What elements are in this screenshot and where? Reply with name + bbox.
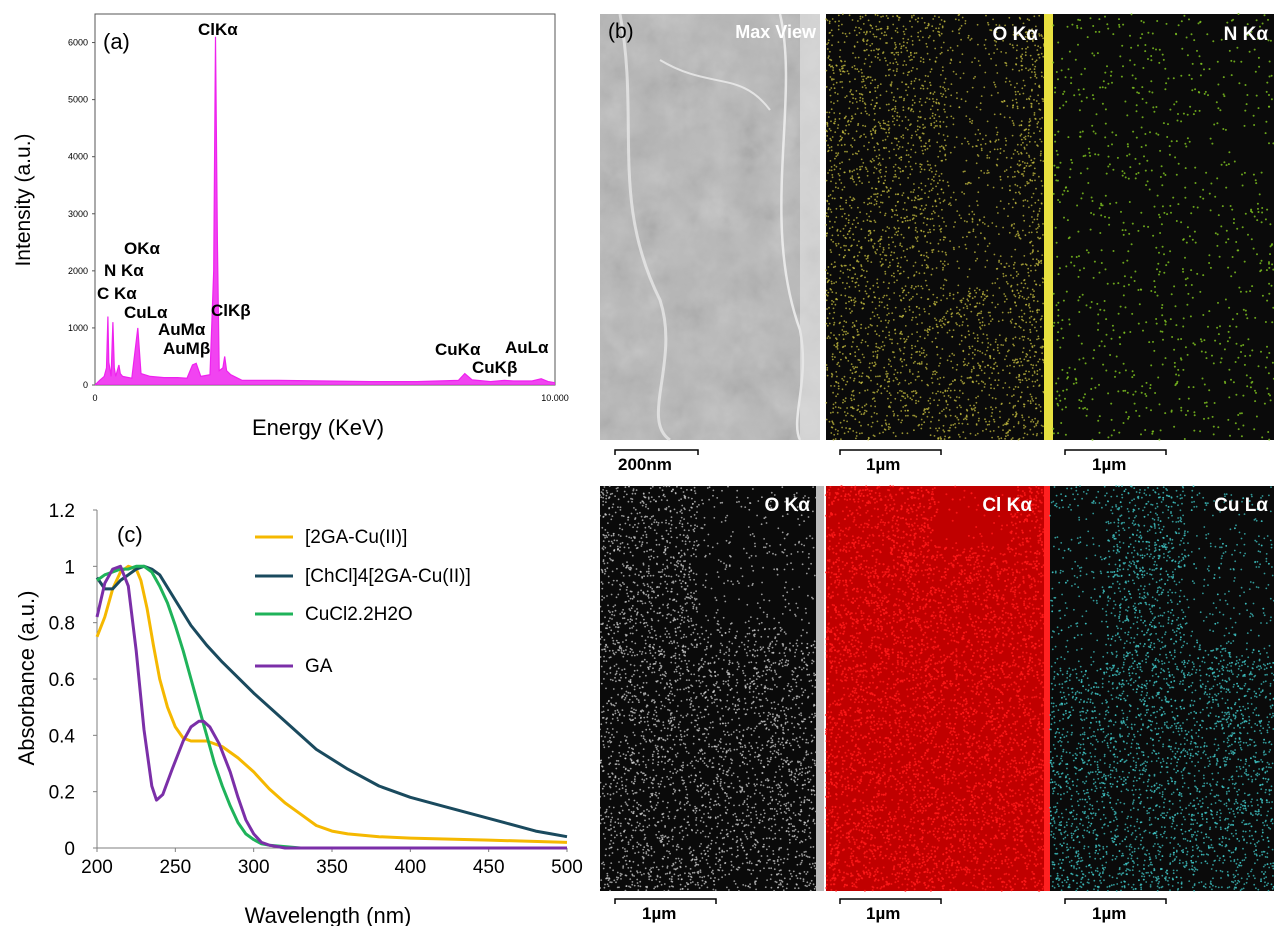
y-tick-label: 6000 — [68, 38, 88, 48]
scale-bar-label: 1µm — [642, 904, 676, 923]
y-tick-label: 0.2 — [49, 783, 75, 804]
legend: [2GA-Cu(II)] [ChCl]4[2GA-Cu(II)] CuCl2.2H2… — [255, 527, 471, 677]
y-tick-label: 3000 — [68, 209, 88, 219]
scale-bar: 1µm — [615, 899, 716, 923]
y-tick-label: 4000 — [68, 152, 88, 162]
x-axis-label: Wavelength (nm) — [245, 903, 412, 926]
legend-label: GA — [305, 656, 333, 677]
y-tick-label: 0.6 — [49, 670, 75, 691]
y-axis-label: Absorbance (a.u.) — [14, 591, 39, 766]
peak-label: ClKβ — [211, 301, 251, 320]
peak-label: OKα — [124, 239, 161, 258]
edx-maps: (b) Max View O Kα N Kα 200nm 1µm 1µm O K… — [600, 0, 1274, 926]
x-axis-label: Energy (KeV) — [252, 415, 384, 440]
scale-bar: 1µm — [840, 899, 941, 923]
y-tick-label: 2000 — [68, 266, 88, 276]
scale-bar-label: 1µm — [1092, 455, 1126, 474]
panel-label: (a) — [103, 29, 130, 54]
scale-bar: 200nm — [615, 450, 698, 474]
peak-label: ClKα — [198, 20, 238, 39]
x-tick-label: 450 — [473, 857, 505, 878]
x-tick-label: 0 — [92, 393, 97, 403]
y-tick-label: 0 — [83, 380, 88, 390]
map-title: Max View — [735, 22, 817, 42]
panel-label: (b) — [608, 20, 634, 43]
legend-label: CuCl2.2H2O — [305, 604, 413, 625]
map-max-view: (b) Max View — [600, 14, 820, 440]
edx-spectrum-chart: (a) Intensity (a.u.) Energy (KeV) 0 1000 2… — [0, 0, 600, 450]
map-n-ka: N Kα — [1052, 13, 1274, 441]
peak-label: CuKα — [435, 340, 481, 359]
absorbance-chart: 0 0.2 0.4 0.6 0.8 1 1.2 200 250 300 350 400 450 500 (… — [0, 450, 600, 926]
scale-bar: 1µm — [1065, 899, 1166, 923]
peak-label: C Kα — [97, 284, 137, 303]
map-o-ka-bottom: O Kα — [600, 485, 824, 892]
x-tick-label: 200 — [81, 857, 113, 878]
x-tick-label: 300 — [238, 857, 270, 878]
map-cu-la: Cu Lα — [1049, 485, 1274, 892]
map-o-ka-top: O Kα — [825, 13, 1053, 440]
y-tick-labels: 0 1000 2000 3000 4000 5000 6000 — [68, 38, 95, 390]
map-title: Cl Kα — [982, 495, 1032, 516]
y-tick-label: 1000 — [68, 323, 88, 333]
x-tick-label: 500 — [551, 857, 583, 878]
map-title: O Kα — [993, 24, 1039, 45]
peak-label: N Kα — [104, 261, 144, 280]
legend-label: [2GA-Cu(II)] — [305, 527, 407, 548]
peak-label: CuKβ — [472, 358, 517, 377]
panel-label: (c) — [117, 522, 143, 547]
peak-label: AuMβ — [163, 339, 210, 358]
y-tick-label: 1.2 — [49, 501, 75, 522]
y-tick-label: 5000 — [68, 95, 88, 105]
y-tick-label: 0.4 — [49, 726, 76, 747]
scale-bar-label: 1µm — [866, 455, 900, 474]
scale-bar: 1µm — [840, 450, 941, 474]
map-title: N Kα — [1224, 24, 1269, 45]
y-tick-label: 1 — [64, 557, 75, 578]
scale-bar: 1µm — [1065, 450, 1166, 474]
x-tick-label: 10.000 — [541, 393, 569, 403]
scale-bar-label: 1µm — [1092, 904, 1126, 923]
x-tick-label: 400 — [394, 857, 426, 878]
map-title: Cu Lα — [1214, 495, 1268, 516]
peak-label: AuLα — [505, 338, 549, 357]
y-tick-label: 0.8 — [49, 614, 75, 635]
legend-label: [ChCl]4[2GA-Cu(II)] — [305, 566, 471, 587]
x-tick-label: 250 — [159, 857, 191, 878]
peak-label: AuMα — [158, 320, 206, 339]
scale-bar-label: 200nm — [618, 455, 672, 474]
map-cl-ka: Cl Kα — [825, 485, 1050, 892]
y-tick-label: 0 — [64, 839, 75, 860]
map-title: O Kα — [765, 495, 811, 516]
scale-bar-label: 1µm — [866, 904, 900, 923]
y-axis-label: Intensity (a.u.) — [12, 133, 35, 266]
x-tick-label: 350 — [316, 857, 348, 878]
x-tick-labels: 0 10.000 — [92, 393, 568, 403]
